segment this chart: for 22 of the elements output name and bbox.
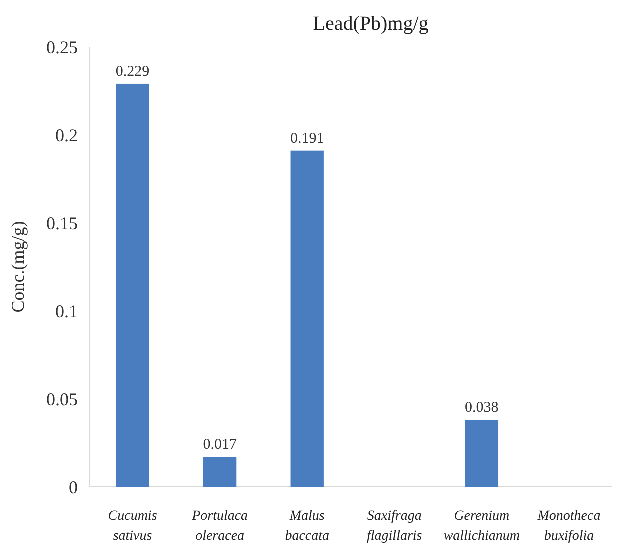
x-tick-label: Monotheca buxifolia: [536, 509, 601, 544]
x-tick-label: Malus baccata: [285, 509, 330, 544]
bar: [465, 420, 499, 487]
y-tick-label: 0.1: [56, 301, 78, 322]
x-tick-label: Cucumis sativus: [108, 509, 158, 544]
y-tick-label: 0: [69, 477, 78, 498]
data-label: 0.017: [203, 437, 238, 454]
x-tick-label: Saxifraga flagillaris: [367, 509, 423, 544]
x-tick-label: Portulaca oleracea: [191, 509, 248, 544]
y-axis-title: Conc.(mg/g): [8, 221, 28, 313]
data-label: 0.229: [116, 64, 150, 80]
bar: [116, 84, 150, 487]
y-tick-label: 0.05: [46, 389, 78, 410]
chart-title: Lead(Pb)mg/g: [313, 13, 429, 35]
y-tick-label: 0.15: [46, 213, 78, 234]
data-label: 0.191: [290, 130, 324, 147]
x-tick-label: Gerenium wallichianum: [444, 509, 520, 544]
y-tick-label: 0.25: [46, 37, 78, 58]
y-tick-label: 0.2: [56, 125, 78, 146]
bar: [203, 457, 237, 487]
data-label: 0.038: [465, 400, 499, 416]
bar: [290, 150, 324, 487]
